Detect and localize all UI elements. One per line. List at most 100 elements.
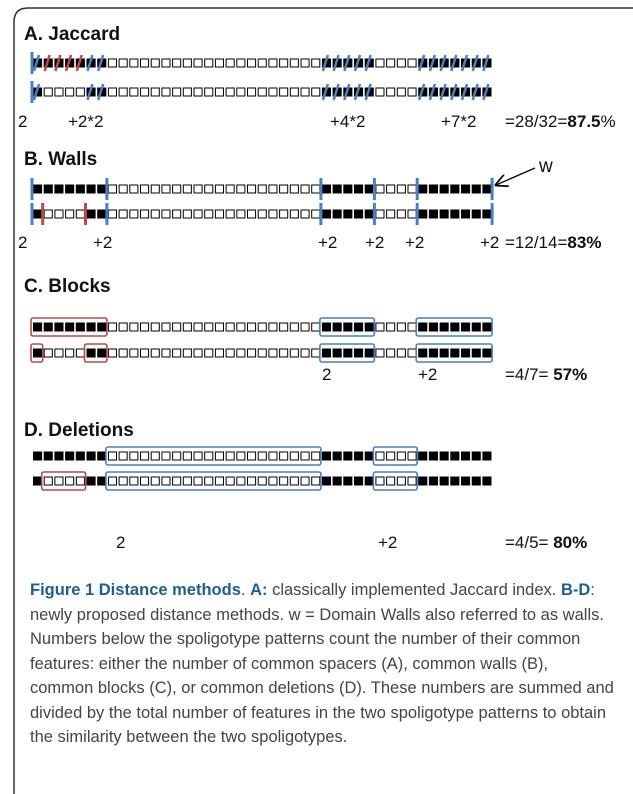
spacer	[172, 348, 182, 358]
spacer	[471, 209, 481, 219]
panel-title: D. Deletions	[24, 420, 134, 441]
spacer	[161, 58, 171, 68]
spacer	[150, 322, 160, 332]
spacer	[43, 322, 53, 332]
spacer	[193, 322, 203, 332]
count-label: 2	[18, 112, 27, 131]
spacer-mark	[450, 54, 458, 72]
spacer	[161, 476, 171, 486]
spacer	[247, 451, 257, 461]
caption-text: .	[240, 581, 251, 599]
spacer	[182, 87, 192, 97]
spacer	[214, 322, 224, 332]
spacer	[140, 348, 150, 358]
spacer	[225, 184, 235, 194]
spacer	[268, 184, 278, 194]
caption-text: Figure 1 Distance methods	[30, 581, 241, 599]
spacer	[289, 476, 299, 486]
count-label: 2	[322, 365, 331, 384]
spacer	[321, 348, 331, 358]
spacer	[129, 348, 139, 358]
spacer	[247, 322, 257, 332]
spacer-mark	[428, 83, 437, 101]
spacer	[321, 184, 331, 194]
spacer-mark	[353, 54, 362, 72]
spacer	[161, 87, 171, 97]
spacer	[182, 184, 192, 194]
spacer-mark	[321, 83, 330, 101]
spacer	[140, 184, 150, 194]
spacer	[482, 322, 492, 332]
spacer	[289, 87, 299, 97]
spacer	[214, 184, 224, 194]
spacer	[332, 476, 342, 486]
spacer	[150, 476, 160, 486]
spacer-mark	[364, 54, 372, 72]
spacer	[86, 184, 96, 194]
spacer	[311, 209, 321, 219]
spacer	[396, 209, 406, 219]
spacer	[471, 322, 481, 332]
spacer	[428, 476, 438, 486]
spacer	[129, 184, 139, 194]
spacer	[354, 184, 364, 194]
spacer	[43, 348, 53, 358]
spacer	[439, 184, 449, 194]
spacer	[428, 209, 438, 219]
spacer	[450, 476, 460, 486]
spacer	[33, 451, 43, 461]
block-box	[319, 317, 376, 337]
result-part: =4/5=	[505, 533, 553, 552]
spacer	[182, 58, 192, 68]
spacer	[300, 348, 310, 358]
spacer	[386, 451, 396, 461]
spacer	[439, 476, 449, 486]
spacer	[418, 451, 428, 461]
spacer-mark	[64, 54, 73, 72]
block-box	[319, 343, 376, 363]
spacer	[343, 184, 353, 194]
spacer	[396, 87, 406, 97]
spacer	[97, 348, 107, 358]
spacer	[118, 348, 128, 358]
result-part: 83%	[567, 233, 601, 252]
spacer	[482, 184, 492, 194]
spacer	[257, 322, 267, 332]
spacer-mark	[482, 83, 490, 101]
spacer	[43, 451, 53, 461]
spacer	[364, 184, 374, 194]
spacer	[364, 322, 374, 332]
spacer	[129, 58, 139, 68]
spacer	[289, 451, 299, 461]
spacer	[311, 87, 321, 97]
panel-title: A. Jaccard	[24, 24, 120, 45]
spacer	[289, 209, 299, 219]
spacer-mark	[86, 83, 94, 101]
spacer	[321, 322, 331, 332]
spacer	[43, 87, 53, 97]
spacer	[482, 348, 492, 358]
spacer-mark	[332, 83, 340, 101]
block-box	[105, 471, 322, 491]
spacer-mark	[353, 83, 362, 101]
spacer	[193, 451, 203, 461]
count-label: +2	[93, 233, 112, 252]
spacer	[354, 476, 364, 486]
spacer	[54, 209, 64, 219]
spacer	[311, 58, 321, 68]
spacer	[300, 87, 310, 97]
spacer	[86, 348, 96, 358]
spacer	[450, 451, 460, 461]
block-box	[40, 471, 87, 491]
spacer	[407, 209, 417, 219]
spacer	[386, 322, 396, 332]
spacer	[461, 209, 471, 219]
count-label: +2*2	[68, 112, 103, 131]
spacer	[129, 87, 139, 97]
spacer	[386, 209, 396, 219]
panel-title: B. Walls	[24, 149, 97, 170]
spacer	[364, 209, 374, 219]
block-box	[415, 343, 493, 363]
spacer	[140, 209, 150, 219]
